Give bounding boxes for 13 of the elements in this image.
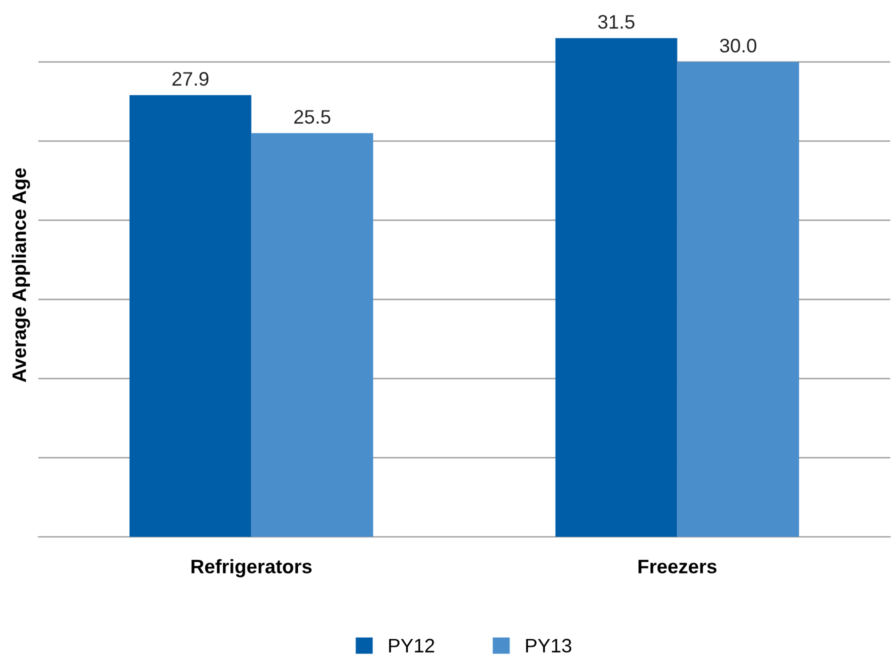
data-label: 31.5 [598,15,634,29]
y-axis-title: Average Appliance Age [12,168,30,382]
legend-label: PY12 [389,638,434,652]
data-label: 30.0 [720,38,756,53]
bar [130,95,252,537]
bar [251,133,374,537]
x-tick-label: Freezers [638,560,716,574]
data-label: 25.5 [294,110,330,124]
bar [555,38,678,537]
bar [677,62,800,537]
data-label: 27.9 [172,72,208,86]
x-tick-label: Refrigerators [192,559,312,578]
legend-label: PY13 [526,638,572,653]
